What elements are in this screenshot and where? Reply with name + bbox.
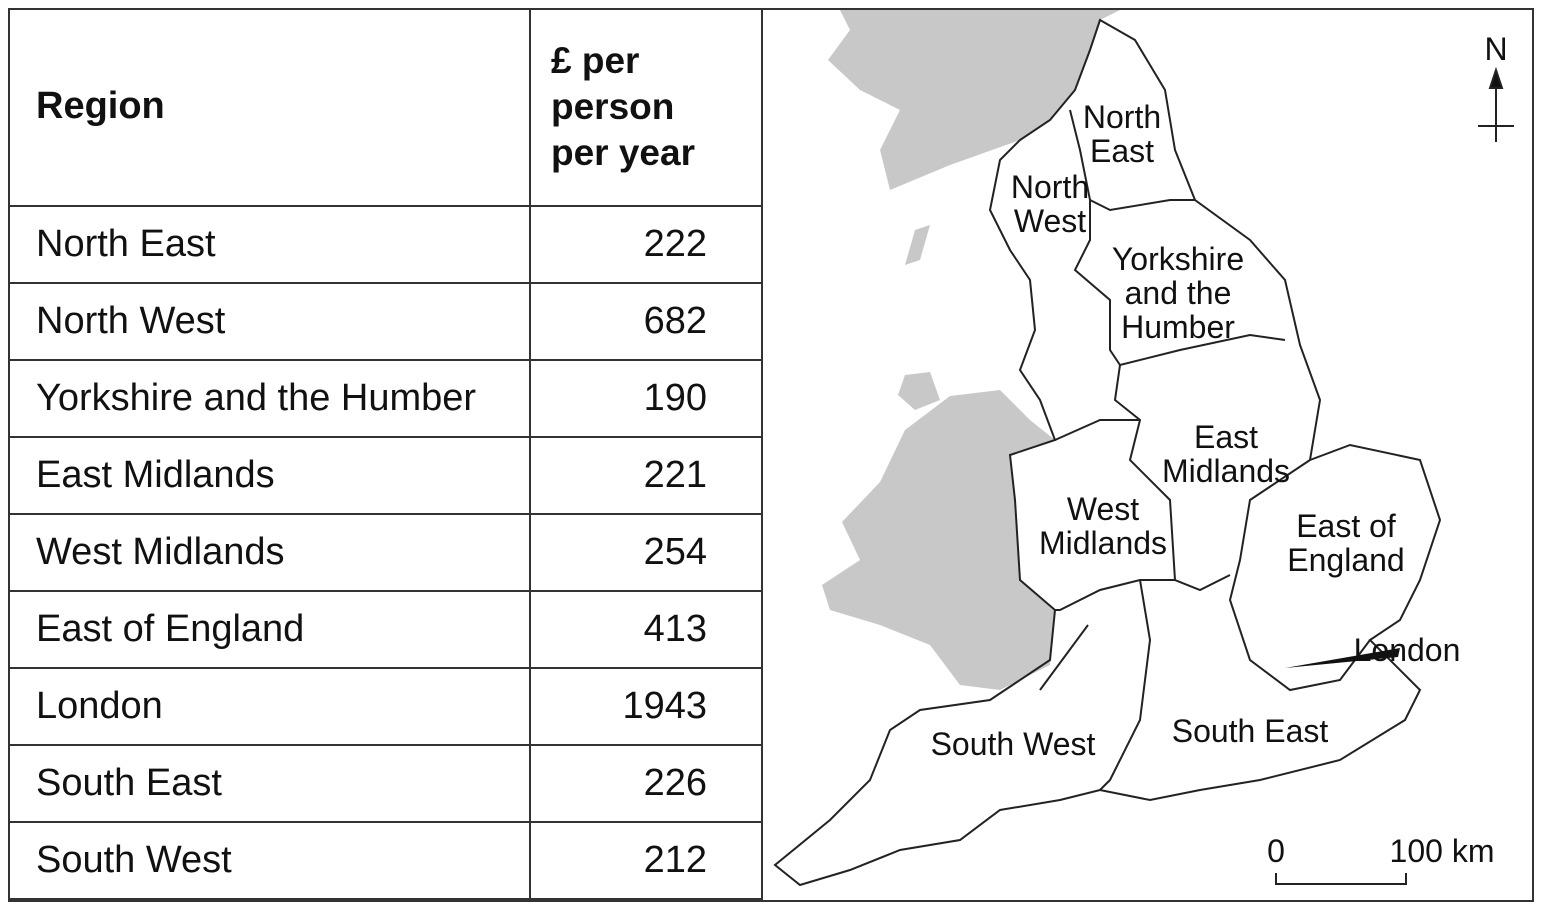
map-label: South West: [931, 726, 1096, 762]
north-arrow: [1478, 66, 1514, 142]
region-cell: Yorkshire and the Humber: [8, 359, 531, 438]
table-row: East of England 413: [8, 590, 763, 669]
value-cell: 190: [529, 359, 763, 438]
header-value: £ per person per year: [529, 8, 763, 207]
header-region: Region: [8, 8, 531, 207]
region-cell: East Midlands: [8, 436, 531, 515]
map-label: West: [1014, 203, 1086, 239]
value-cell: 212: [529, 821, 763, 900]
value-cell: 226: [529, 744, 763, 823]
value-cell: 1943: [529, 667, 763, 746]
map-label: 100 km: [1390, 833, 1495, 869]
map-label: North: [1083, 99, 1161, 135]
region-cell: South East: [8, 744, 531, 823]
table-row: Yorkshire and the Humber 190: [8, 359, 763, 438]
table-row: North West 682: [8, 282, 763, 361]
region-cell: South West: [8, 821, 531, 900]
map-label: West: [1067, 491, 1139, 527]
region-cell: West Midlands: [8, 513, 531, 592]
region-cell: London: [8, 667, 531, 746]
table-row: East Midlands 221: [8, 436, 763, 515]
map-label: East: [1194, 419, 1258, 455]
london-marker: [1285, 648, 1400, 668]
map-label: South East: [1172, 713, 1329, 749]
table-row: North East 222: [8, 205, 763, 284]
value-cell: 222: [529, 205, 763, 284]
map-label: Midlands: [1162, 453, 1290, 489]
table-row: West Midlands 254: [8, 513, 763, 592]
map-label: East: [1090, 133, 1154, 169]
map-label: North: [1011, 169, 1089, 205]
header-row: Region £ per person per year: [8, 8, 763, 207]
value-cell: 254: [529, 513, 763, 592]
map-label: England: [1287, 542, 1404, 578]
region-cell: North East: [8, 205, 531, 284]
map-label: 0: [1267, 833, 1285, 869]
header-line: per year: [551, 131, 695, 173]
map-label: and the: [1125, 275, 1232, 311]
map-label: London: [1354, 632, 1461, 668]
map-label: Yorkshire: [1112, 241, 1244, 277]
value-cell: 221: [529, 436, 763, 515]
value-cell: 682: [529, 282, 763, 361]
map-label: Humber: [1121, 309, 1235, 345]
table-row: London 1943: [8, 667, 763, 746]
map-label: Midlands: [1039, 525, 1167, 561]
data-table: Region £ per person per year North East 222…: [8, 8, 763, 900]
scale-bar: [1275, 873, 1407, 885]
table-row: South East 226: [8, 744, 763, 823]
region-cell: North West: [8, 282, 531, 361]
table-row: South West 212: [8, 821, 763, 900]
header-line: £ per: [551, 39, 640, 81]
value-cell: 413: [529, 590, 763, 669]
map-label: East of: [1296, 508, 1396, 544]
map-label: N: [1484, 31, 1507, 67]
header-line: person: [551, 85, 675, 127]
region-cell: East of England: [8, 590, 531, 669]
